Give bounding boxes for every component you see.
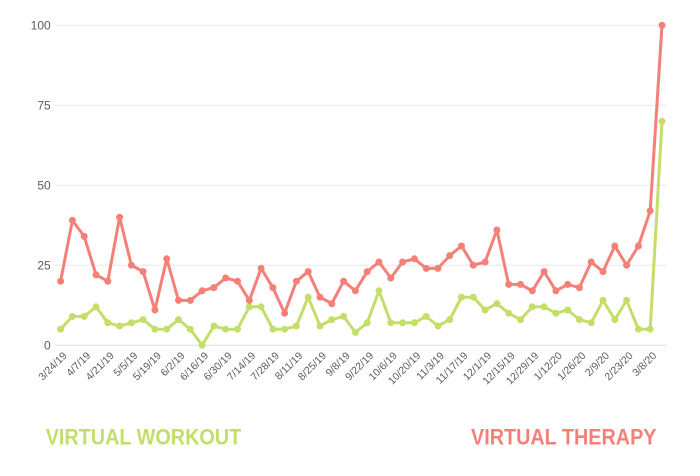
svg-text:VIRTUAL WORKOUT: VIRTUAL WORKOUT [46,425,242,450]
svg-text:75: 75 [37,99,51,113]
svg-text:0: 0 [44,338,51,352]
svg-text:3/8/20: 3/8/20 [630,350,659,379]
svg-text:3/24/19: 3/24/19 [36,350,69,383]
svg-text:100: 100 [31,19,51,33]
svg-text:VIRTUAL THERAPY: VIRTUAL THERAPY [471,425,657,450]
svg-text:50: 50 [37,178,51,192]
svg-text:25: 25 [37,258,51,272]
